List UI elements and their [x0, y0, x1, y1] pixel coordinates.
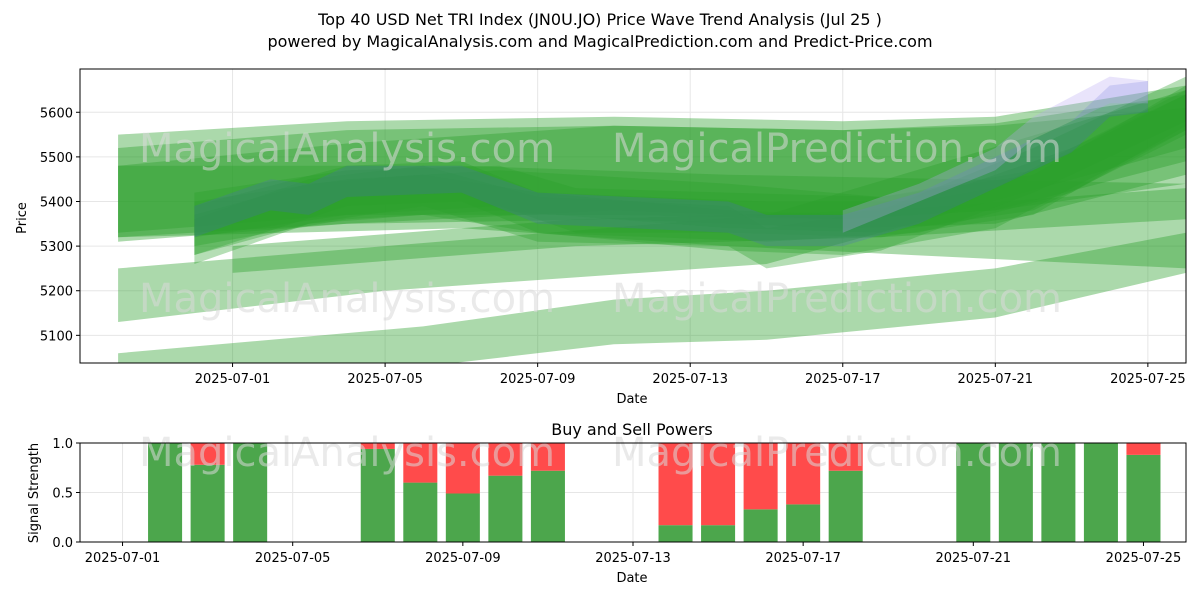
signal-y-tick-label: 1.0 [52, 437, 73, 452]
buy-bar [488, 475, 523, 542]
watermark: MagicalPrediction.com [612, 430, 1062, 476]
price-x-tick-label: 2025-07-25 [1110, 372, 1186, 387]
buy-bar [1083, 443, 1118, 542]
sell-bar [658, 443, 693, 526]
buy-bar [445, 493, 480, 542]
signal-x-axis-label: Date [616, 571, 647, 586]
buy-bar [190, 464, 225, 542]
price-y-tick-label: 5200 [40, 285, 73, 300]
signal-x-tick-label: 2025-07-05 [255, 551, 331, 566]
price-y-tick-label: 5600 [40, 106, 73, 121]
buy-bar [828, 470, 863, 542]
price-x-tick-label: 2025-07-21 [958, 372, 1034, 387]
sell-bar [701, 443, 736, 526]
price-wave-band-5 [118, 232, 1186, 363]
buy-bar [403, 482, 438, 542]
signal-y-tick-label: 0.0 [52, 536, 73, 551]
signal-x-tick-label: 2025-07-21 [936, 551, 1012, 566]
sell-bar [786, 443, 821, 505]
price-wave-band-14 [842, 76, 1148, 233]
price-y-tick-label: 5100 [40, 329, 73, 344]
chart-title-line-2: powered by MagicalAnalysis.com and Magic… [267, 32, 933, 51]
price-wave-band-13 [194, 81, 1148, 247]
chart-title-line-1: Top 40 USD Net TRI Index (JN0U.JO) Price… [318, 10, 882, 29]
price-bands [118, 76, 1186, 363]
signal-y-axis-label: Signal Strength [27, 443, 42, 543]
sell-bar [743, 443, 778, 510]
buy-bar [701, 525, 736, 542]
buy-bar [1126, 454, 1161, 542]
signal-x-tick-label: 2025-07-17 [765, 551, 841, 566]
watermark: MagicalPrediction.com [612, 276, 1062, 322]
sell-bar [190, 443, 225, 465]
chart-title: Top 40 USD Net TRI Index (JN0U.JO) Price… [0, 9, 1200, 53]
price-y-tick-label: 5400 [40, 196, 73, 211]
price-wave-band-8 [194, 94, 1186, 247]
sell-bar [828, 443, 863, 471]
buy-bar [148, 443, 183, 542]
signal-x-tick-label: 2025-07-09 [425, 551, 501, 566]
sell-bar [445, 443, 480, 494]
price-wave-band-6 [118, 94, 1186, 238]
watermark: MagicalAnalysis.com [139, 126, 555, 172]
price-x-tick-label: 2025-07-09 [500, 372, 576, 387]
buy-bar [956, 443, 991, 542]
buy-bar [998, 443, 1033, 542]
price-x-tick-label: 2025-07-01 [195, 372, 271, 387]
buy-bar [1041, 443, 1076, 542]
price-wave-band-10 [194, 94, 1186, 256]
price-wave-band-4 [232, 188, 1186, 273]
sell-bar [403, 443, 438, 483]
signal-x-tick-label: 2025-07-13 [595, 551, 671, 566]
signal-x-tick-label: 2025-07-01 [85, 551, 161, 566]
buy-bar [233, 443, 268, 542]
price-x-tick-label: 2025-07-17 [805, 372, 881, 387]
price-wave-band-11 [194, 76, 1186, 269]
signal-y-tick-label: 0.5 [52, 487, 73, 502]
watermark: MagicalAnalysis.com [139, 276, 555, 322]
price-x-tick-label: 2025-07-05 [347, 372, 423, 387]
sell-bar [488, 443, 523, 476]
price-y-tick-label: 5500 [40, 151, 73, 166]
sell-bar [530, 443, 565, 471]
bar-chart-title: Buy and Sell Powers [551, 420, 713, 439]
price-wave-band-12 [194, 90, 1186, 255]
price-wave-band-1 [118, 90, 1186, 322]
watermark: MagicalAnalysis.com [139, 430, 555, 476]
price-wave-band-9 [194, 85, 1186, 238]
price-y-tick-label: 5300 [40, 240, 73, 255]
buy-bar [530, 470, 565, 542]
price-y-axis-label: Price [15, 202, 30, 234]
buy-bar [658, 525, 693, 542]
price-wave-band-2 [118, 107, 1186, 242]
watermark: MagicalPrediction.com [612, 126, 1062, 172]
sell-bar [360, 443, 395, 449]
price-x-axis-label: Date [616, 392, 647, 407]
buy-bar [743, 509, 778, 542]
price-x-tick-label: 2025-07-13 [652, 372, 728, 387]
buy-bar [360, 448, 395, 542]
price-wave-band-3 [118, 165, 1186, 269]
price-wave-band-7 [118, 85, 1186, 233]
buy-bar [786, 504, 821, 542]
signal-x-tick-label: 2025-07-25 [1106, 551, 1182, 566]
sell-bar [1126, 443, 1161, 455]
price-axes-frame [79, 68, 1187, 364]
